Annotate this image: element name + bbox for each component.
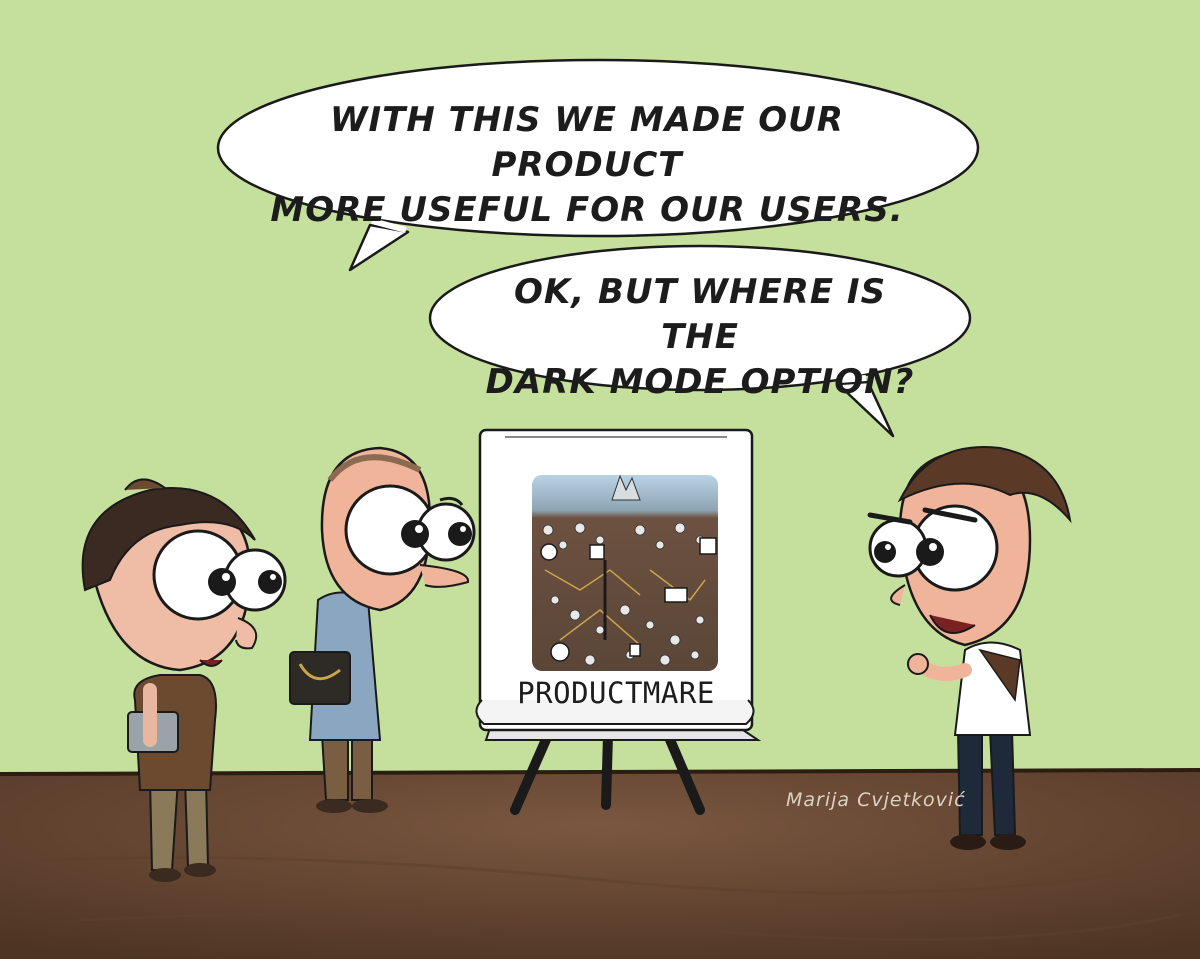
speech-bubble-1-text: WITH THIS WE MADE OUR PRODUCT MORE USEFU… (252, 98, 922, 233)
artist-signature: Marija Cvjetković (786, 789, 966, 811)
man-character-right (867, 446, 1072, 850)
speech-line: WITH THIS WE MADE OUR PRODUCT (330, 100, 844, 185)
product-map-illustration (532, 474, 718, 671)
speech-line: MORE USEFUL FOR OUR USERS. (270, 189, 904, 230)
speech-bubble-1 (216, 58, 980, 272)
woman-character (81, 478, 287, 882)
floor (0, 768, 1200, 959)
speech-bubble-2 (428, 244, 972, 438)
flipchart-label: PRODUCTMARE (517, 676, 715, 710)
speech-line: OK, BUT WHERE IS THE (513, 272, 887, 357)
man-character-middle (289, 446, 476, 813)
speech-line: DARK MODE OPTION? (485, 361, 915, 402)
speech-bubble-2-text: OK, BUT WHERE IS THE DARK MODE OPTION? (470, 270, 930, 405)
